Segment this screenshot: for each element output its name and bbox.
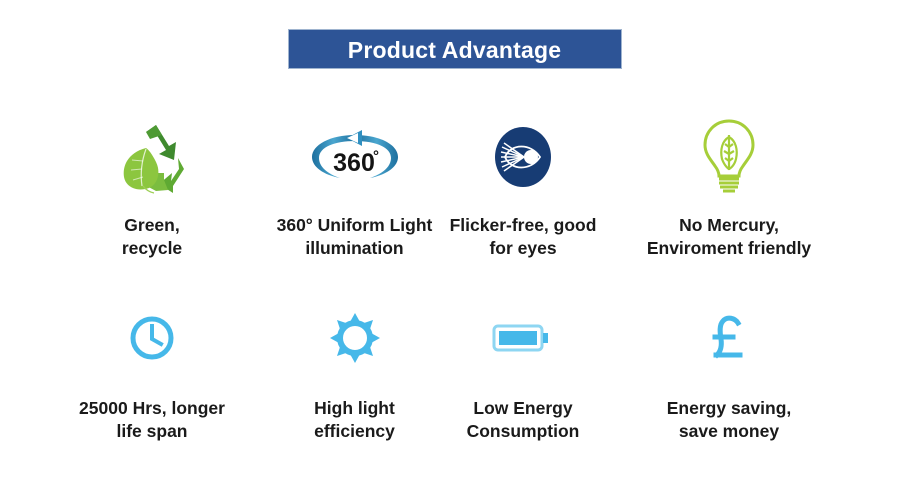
360-rotation-icon: 360 ° — [311, 130, 398, 178]
feature-label: No Mercury, Enviroment friendly — [646, 215, 812, 259]
feature-label: High light efficiency — [314, 398, 395, 442]
eye-icon — [495, 127, 551, 187]
eye-icon-container — [491, 118, 555, 196]
leaf-bulb-icon — [703, 119, 755, 193]
clock-icon — [130, 316, 174, 360]
feature-item-lifespan: 25000 Hrs, longer life span — [0, 305, 272, 444]
feature-label: Energy saving, save money — [666, 398, 792, 442]
recycle-icon-container — [116, 118, 188, 196]
feature-item-no-mercury: No Mercury, Enviroment friendly — [609, 118, 909, 261]
feature-item-flicker-free: Flicker-free, good for eyes — [437, 118, 609, 261]
page-title: Product Advantage — [287, 29, 622, 69]
feature-item-low-consumption: Low Energy Consumption — [437, 305, 609, 444]
sun-icon-container — [329, 305, 381, 371]
battery-icon-container — [492, 305, 554, 371]
feature-item-high-efficiency: High light efficiency — [272, 305, 437, 444]
pound-sterling-icon-container — [707, 305, 751, 371]
feature-item-energy-saving: Energy saving, save money — [609, 305, 909, 444]
leaf-bulb-icon-container — [698, 118, 760, 196]
feature-label: 25000 Hrs, longer life span — [79, 398, 225, 442]
clock-icon-container — [127, 305, 177, 371]
360-rotation-icon-container: 360 ° — [308, 118, 402, 196]
degree-symbol: ° — [373, 148, 379, 165]
feature-label: 360° Uniform Light illumination — [276, 215, 433, 259]
feature-label: Low Energy Consumption — [466, 398, 580, 442]
header-banner-container: Product Advantage — [0, 29, 909, 69]
battery-icon — [492, 324, 548, 352]
feature-row-bottom: 25000 Hrs, longer life span High light e… — [0, 305, 909, 444]
feature-item-360-illumination: 360 ° 360° Uniform Light illumination — [272, 118, 437, 261]
360-icon-text: 360 — [333, 149, 375, 177]
sun-icon — [329, 313, 380, 363]
feature-row-top: Green, recycle 360 ° — [0, 118, 909, 261]
recycle-icon — [123, 125, 184, 194]
pound-sterling-icon — [712, 315, 743, 359]
feature-label: Green, recycle — [121, 215, 183, 259]
feature-item-green-recycle: Green, recycle — [0, 118, 272, 261]
feature-label: Flicker-free, good for eyes — [449, 215, 597, 259]
